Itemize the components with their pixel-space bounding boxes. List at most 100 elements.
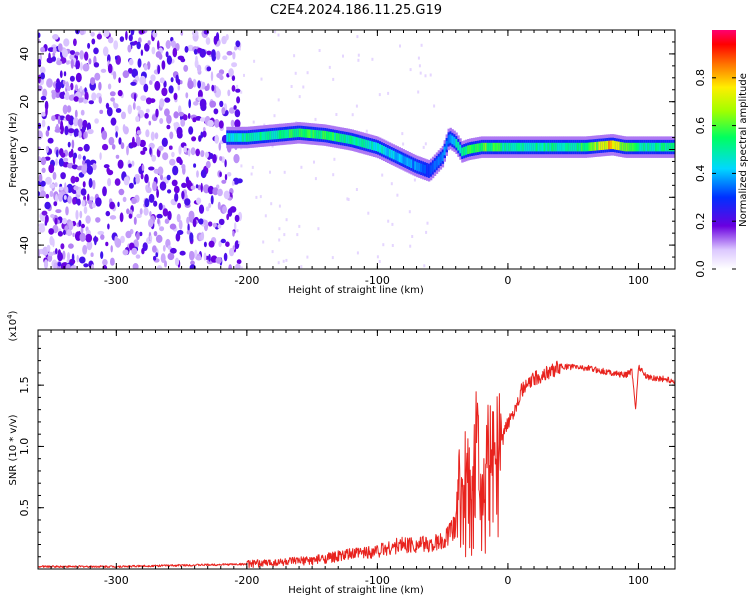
- heatmap-noise-cell: [78, 97, 84, 103]
- heatmap-noise-cell: [236, 84, 239, 88]
- heatmap-ridge-cell: [643, 142, 646, 152]
- heatmap-noise-cell: [243, 73, 245, 77]
- heatmap-noise-cell: [65, 206, 69, 216]
- heatmap-noise-cell: [109, 215, 117, 220]
- heatmap-noise-cell: [188, 210, 195, 221]
- heatmap-ridge-cell: [255, 132, 258, 141]
- heatmap-noise-cell: [102, 186, 107, 197]
- heatmap-ridge-cell: [308, 129, 311, 138]
- heatmap-noise-cell: [332, 77, 335, 81]
- colorbar-tick-label: 0.0: [694, 260, 707, 278]
- heatmap-noise-cell: [39, 190, 47, 198]
- heatmap-ridge-cell: [228, 133, 231, 142]
- heatmap-noise-cell: [169, 158, 176, 166]
- heatmap-noise-cell: [234, 214, 240, 223]
- heatmap-noise-cell: [240, 266, 243, 269]
- heatmap-noise-cell: [205, 37, 211, 45]
- heatmap-noise-cell: [38, 58, 42, 68]
- heatmap-noise-cell: [187, 80, 194, 90]
- heatmap-noise-cell: [93, 62, 100, 68]
- heatmap-noise-cell: [149, 147, 152, 155]
- heatmap-noise-cell: [102, 30, 110, 38]
- heatmap-noise-cell: [127, 104, 132, 115]
- heatmap-noise-cell: [136, 130, 142, 135]
- heatmap-ridge-cell: [400, 154, 403, 164]
- heatmap-noise-cell: [64, 125, 69, 136]
- heatmap-noise-cell: [378, 93, 381, 97]
- heatmap-ridge-cell: [525, 142, 529, 152]
- heatmap-noise-cell: [188, 99, 191, 109]
- heatmap-ridge-cell: [541, 142, 544, 152]
- heatmap-noise-cell: [183, 64, 189, 72]
- heatmap-noise-cell: [187, 113, 191, 119]
- heatmap-ridge-cell: [602, 141, 605, 150]
- heatmap-ridge-cell: [518, 142, 521, 152]
- heatmap-noise-cell: [107, 223, 110, 230]
- heatmap-noise-cell: [278, 204, 281, 208]
- heatmap-noise-cell: [118, 188, 125, 196]
- heatmap-noise-cell: [90, 31, 95, 37]
- heatmap-noise-cell: [170, 247, 177, 254]
- heatmap-ridge-cell: [576, 142, 580, 152]
- heatmap-noise-cell: [91, 202, 96, 208]
- heatmap-noise-cell: [217, 188, 223, 197]
- heatmap-noise-cell: [208, 221, 213, 227]
- heatmap-noise-cell: [152, 181, 157, 192]
- heatmap-ridge-cell: [443, 146, 446, 156]
- heatmap-noise-cell: [230, 119, 235, 128]
- heatmap-ridge-cell: [382, 146, 386, 155]
- heatmap-noise-cell: [70, 82, 74, 91]
- heatmap-noise-cell: [38, 32, 41, 38]
- heatmap-noise-cell: [60, 120, 64, 129]
- heatmap-noise-cell: [235, 263, 241, 269]
- heatmap-noise-cell: [125, 30, 128, 41]
- heatmap-noise-cell: [409, 68, 412, 72]
- heatmap-ridge-cell: [543, 142, 546, 152]
- heatmap-noise-cell: [221, 179, 227, 184]
- heatmap-noise-cell: [103, 164, 110, 169]
- heatmap-ridge-cell: [251, 132, 255, 142]
- heatmap-ridge-cell: [426, 165, 429, 175]
- snr-series-line: [38, 360, 675, 569]
- spectrogram-x-ticks: -300 -200 -100 0 100: [50, 30, 666, 287]
- heatmap-noise-cell: [83, 131, 87, 139]
- heatmap-noise-cell: [42, 88, 48, 98]
- heatmap-noise-cell: [45, 214, 49, 223]
- heatmap-noise-cell: [48, 164, 55, 174]
- heatmap-noise-cell: [215, 50, 221, 60]
- heatmap-ridge-cell: [449, 134, 452, 143]
- heatmap-ridge-cell: [551, 142, 554, 152]
- heatmap-noise-cell: [74, 176, 80, 183]
- heatmap-ridge-cell: [461, 147, 464, 157]
- heatmap-noise-cell: [161, 87, 168, 97]
- heatmap-noise-cell: [300, 165, 303, 169]
- heatmap-ridge-cell: [277, 130, 280, 139]
- heatmap-ridge-cell: [570, 142, 574, 152]
- heatmap-noise-cell: [151, 154, 157, 162]
- heatmap-noise-cell: [125, 230, 132, 239]
- heatmap-ridge-cell: [572, 142, 576, 152]
- heatmap-ridge-cell: [547, 142, 550, 152]
- heatmap-noise-cell: [197, 89, 203, 99]
- heatmap-noise-cell: [387, 219, 390, 223]
- heatmap-noise-cell: [164, 97, 171, 103]
- heatmap-noise-cell: [390, 182, 393, 186]
- heatmap-noise-cell: [164, 260, 167, 268]
- heatmap-noise-cell: [107, 54, 111, 63]
- heatmap-noise-cell: [189, 250, 195, 261]
- heatmap-noise-cell: [231, 85, 236, 92]
- heatmap-noise-cell: [136, 231, 140, 241]
- heatmap-ridge-cell: [488, 142, 491, 152]
- heatmap-ridge-cell: [337, 133, 341, 142]
- heatmap-noise-cell: [231, 75, 236, 81]
- heatmap-noise-cell: [177, 84, 181, 91]
- heatmap-ridge-cell: [627, 142, 631, 152]
- heatmap-noise-cell: [84, 87, 87, 93]
- heatmap-noise-cell: [112, 100, 116, 107]
- heatmap-noise-cell: [118, 77, 121, 84]
- colorbar: 0.0 0.2 0.4 0.6 0.8 Normalized spectral ampl…: [694, 30, 749, 278]
- heatmap-noise-cell: [136, 105, 141, 111]
- heatmap-ridge-cell: [355, 137, 358, 146]
- heatmap-noise-cell: [87, 42, 91, 49]
- heatmap-noise-cell: [283, 170, 286, 174]
